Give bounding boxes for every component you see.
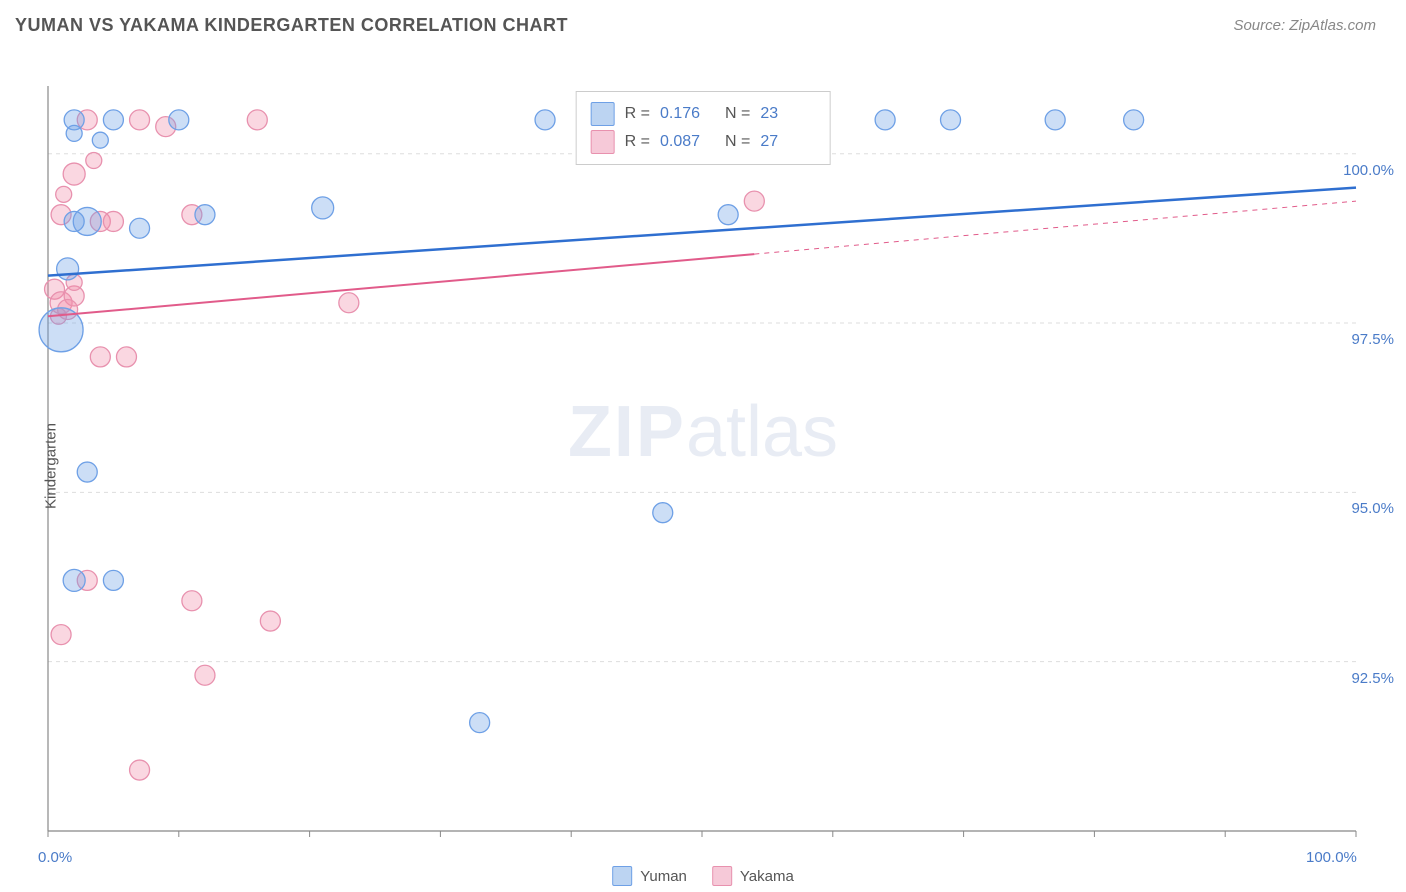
stats-row-yakama: R = 0.087 N = 27 xyxy=(591,128,816,156)
chart-title: YUMAN VS YAKAMA KINDERGARTEN CORRELATION… xyxy=(15,15,568,36)
x-max-label: 100.0% xyxy=(1306,849,1357,866)
n-label: N = xyxy=(725,105,750,123)
chart-header: YUMAN VS YAKAMA KINDERGARTEN CORRELATION… xyxy=(0,0,1406,41)
y-tick-label: 95.0% xyxy=(1351,500,1394,517)
y-tick-label: 97.5% xyxy=(1351,331,1394,348)
y-axis-label: Kindergarten xyxy=(42,423,59,509)
swatch-yakama xyxy=(591,130,615,154)
bottom-legend: Yuman Yakama xyxy=(612,866,794,886)
r-value-yuman: 0.176 xyxy=(660,105,715,123)
y-tick-label: 92.5% xyxy=(1351,670,1394,687)
y-tick-label: 100.0% xyxy=(1343,162,1394,179)
r-value-yakama: 0.087 xyxy=(660,133,715,151)
scatter-chart xyxy=(0,41,1406,891)
x-min-label: 0.0% xyxy=(38,849,72,866)
r-label: R = xyxy=(625,105,650,123)
n-label: N = xyxy=(725,133,750,151)
r-label: R = xyxy=(625,133,650,151)
legend-label-yuman: Yuman xyxy=(640,868,687,885)
stats-row-yuman: R = 0.176 N = 23 xyxy=(591,100,816,128)
n-value-yakama: 27 xyxy=(760,133,815,151)
swatch-yakama-icon xyxy=(712,866,732,886)
n-value-yuman: 23 xyxy=(760,105,815,123)
stats-legend: R = 0.176 N = 23 R = 0.087 N = 27 xyxy=(576,91,831,165)
legend-item-yakama: Yakama xyxy=(712,866,794,886)
legend-item-yuman: Yuman xyxy=(612,866,687,886)
swatch-yuman-icon xyxy=(612,866,632,886)
source-attribution: Source: ZipAtlas.com xyxy=(1233,17,1376,34)
chart-container: Kindergarten ZIPatlas R = 0.176 N = 23 R… xyxy=(0,41,1406,891)
legend-label-yakama: Yakama xyxy=(740,868,794,885)
swatch-yuman xyxy=(591,102,615,126)
